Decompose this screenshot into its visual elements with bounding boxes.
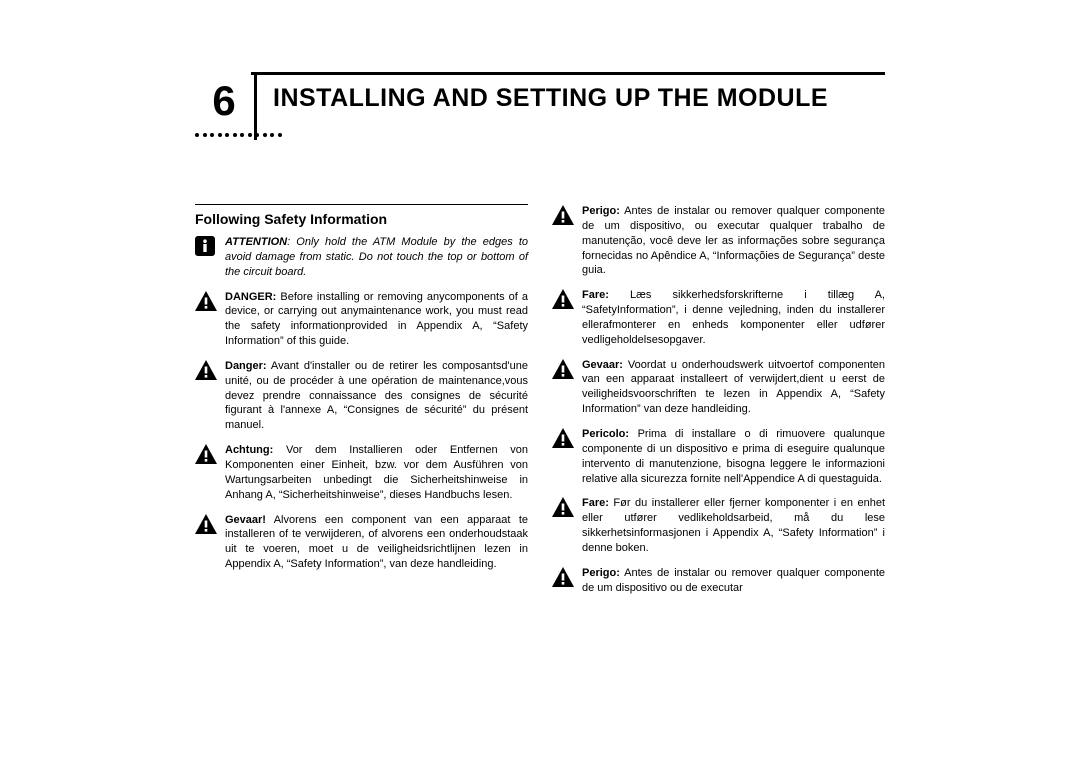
notice-lead: Pericolo:: [582, 428, 629, 440]
notice-body: Før du installerer eller fjerner kompone…: [582, 497, 885, 554]
safety-notice: ATTENTION: Only hold the ATM Module by t…: [195, 235, 528, 280]
chapter-number: 6: [195, 72, 253, 122]
warning-icon: [552, 359, 574, 379]
safety-notice: Perigo: Antes de instalar ou remover qua…: [552, 204, 885, 278]
notice-lead: Perigo:: [582, 205, 620, 217]
safety-notice: Achtung: Vor dem Installieren oder Entfe…: [195, 443, 528, 502]
warning-icon-wrap: [195, 290, 217, 311]
warning-icon-wrap: [195, 513, 217, 534]
notice-text: Gevaar: Voordat u onderhoudswerk uitvoer…: [582, 358, 885, 417]
notice-lead: Fare:: [582, 497, 609, 509]
chapter-title: INSTALLING AND SETTING UP THE MODULE: [271, 72, 828, 113]
warning-icon: [195, 444, 217, 464]
notice-body: Avant d'installer ou de retirer les comp…: [225, 360, 528, 431]
warning-icon: [552, 289, 574, 309]
notice-text: Achtung: Vor dem Installieren oder Entfe…: [225, 443, 528, 502]
chapter-title-text: INSTALLING AND SETTING UP THE MODULE: [273, 84, 828, 112]
warning-icon-wrap: [552, 427, 574, 448]
notice-body: Læs sikkerhedsforskrifterne i tillæg A, …: [582, 289, 885, 346]
notice-lead: Gevaar:: [582, 359, 623, 371]
warning-icon-wrap: [552, 358, 574, 379]
notice-body: Antes de instalar ou remover qualquer co…: [582, 567, 885, 594]
left-column: Following Safety Information ATTENTION: …: [195, 204, 528, 605]
warning-icon: [552, 567, 574, 587]
warning-icon-wrap: [195, 443, 217, 464]
info-icon: [195, 236, 215, 256]
notice-text: DANGER: Before installing or removing an…: [225, 290, 528, 349]
notice-text: Fare: Læs sikkerhedsforskrifterne i till…: [582, 288, 885, 347]
section-rule: [195, 204, 528, 205]
notice-lead: Fare:: [582, 289, 609, 301]
notice-lead: Achtung:: [225, 444, 273, 456]
chapter-header: 6 INSTALLING AND SETTING UP THE MODULE: [195, 72, 885, 122]
notice-body: Voordat u onderhoudswerk uitvoertof comp…: [582, 359, 885, 416]
notice-text: Perigo: Antes de instalar ou remover qua…: [582, 204, 885, 278]
notice-text: Fare: Før du installerer eller fjerner k…: [582, 496, 885, 555]
notice-text: Danger: Avant d'installer ou de retirer …: [225, 359, 528, 433]
info-icon-wrap: [195, 235, 217, 256]
warning-icon: [195, 514, 217, 534]
chapter-number-box: 6: [195, 72, 253, 122]
safety-notice: Pericolo: Prima di installare o di rimuo…: [552, 427, 885, 486]
notice-text: ATTENTION: Only hold the ATM Module by t…: [225, 235, 528, 280]
safety-notice: Danger: Avant d'installer ou de retirer …: [195, 359, 528, 433]
safety-notice: Gevaar! Alvorens een component van een a…: [195, 513, 528, 572]
safety-notice: Fare: Læs sikkerhedsforskrifterne i till…: [552, 288, 885, 347]
notice-lead: ATTENTION: [225, 236, 287, 248]
warning-icon: [195, 360, 217, 380]
two-column-body: Following Safety Information ATTENTION: …: [195, 204, 885, 605]
notice-lead: Perigo:: [582, 567, 620, 579]
warning-icon: [552, 205, 574, 225]
warning-icon: [552, 497, 574, 517]
notice-text: Pericolo: Prima di installare o di rimuo…: [582, 427, 885, 486]
right-column: Perigo: Antes de instalar ou remover qua…: [552, 204, 885, 605]
notice-text: Gevaar! Alvorens een component van een a…: [225, 513, 528, 572]
chapter-dots: [195, 126, 293, 138]
warning-icon-wrap: [552, 288, 574, 309]
notice-lead: DANGER:: [225, 291, 276, 303]
notice-text: Perigo: Antes de instalar ou remover qua…: [582, 566, 885, 596]
warning-icon-wrap: [552, 496, 574, 517]
notice-body: Alvorens een component van een apparaat …: [225, 514, 528, 571]
notice-body: Antes de instalar ou remover qualquer co…: [582, 205, 885, 276]
chapter-rule-horizontal: [251, 72, 885, 75]
notice-lead: Danger:: [225, 360, 267, 372]
safety-notice: Fare: Før du installerer eller fjerner k…: [552, 496, 885, 555]
warning-icon-wrap: [195, 359, 217, 380]
warning-icon: [195, 291, 217, 311]
safety-notice: DANGER: Before installing or removing an…: [195, 290, 528, 349]
warning-icon-wrap: [552, 204, 574, 225]
document-page: 6 INSTALLING AND SETTING UP THE MODULE F…: [195, 72, 885, 605]
safety-notice: Gevaar: Voordat u onderhoudswerk uitvoer…: [552, 358, 885, 417]
warning-icon: [552, 428, 574, 448]
warning-icon-wrap: [552, 566, 574, 587]
notice-lead: Gevaar!: [225, 514, 266, 526]
section-heading: Following Safety Information: [195, 211, 528, 227]
safety-notice: Perigo: Antes de instalar ou remover qua…: [552, 566, 885, 596]
